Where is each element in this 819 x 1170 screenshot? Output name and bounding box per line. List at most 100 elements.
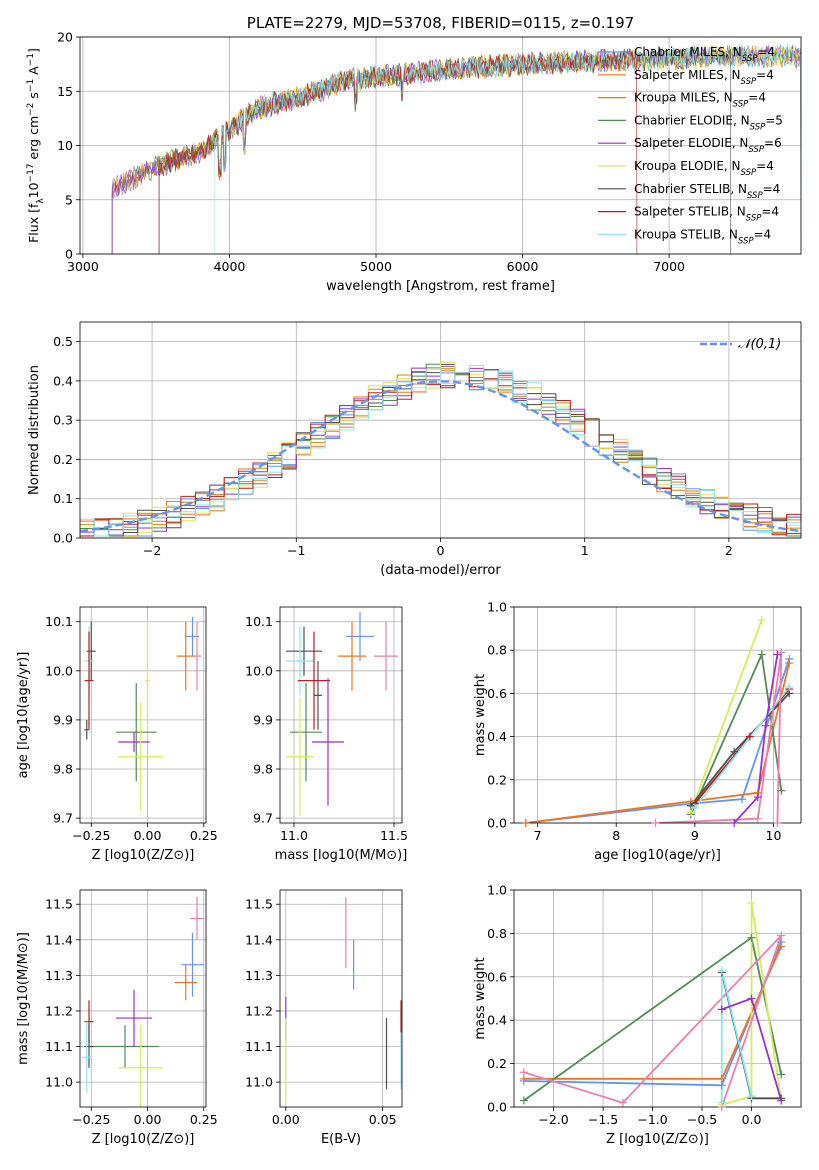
y-tick-label: 9.7 — [53, 811, 73, 826]
x-tick-label: 0.25 — [190, 1112, 218, 1127]
series-marker — [738, 795, 747, 804]
legend-name: Chabrier MILES, N — [634, 45, 742, 59]
series-marker — [519, 1096, 528, 1105]
grid-age-vs-Z — [80, 607, 206, 823]
x-tick-label: 11.5 — [380, 828, 408, 843]
chart-title: PLATE=2279, MJD=53708, FIBERID=0115, z=0… — [247, 14, 634, 32]
x-tick-label: 10 — [766, 828, 782, 843]
legend-sub: SSP — [741, 168, 757, 178]
y-label-part: ] — [26, 48, 41, 53]
series-marker — [747, 1092, 756, 1101]
series-marker — [730, 819, 739, 827]
series-marker — [618, 1098, 627, 1107]
x-axis-label: Z [log10(Z/Z⊙)] — [92, 1132, 195, 1147]
legend-label: Salpeter ELODIE, NSSP=6 — [634, 136, 782, 155]
series-line — [690, 651, 783, 815]
y-axis-label: age [log10(age/yr)] — [16, 652, 31, 779]
series-line — [523, 934, 783, 1107]
y-tick-label: 0.0 — [487, 816, 507, 831]
y-tick-label: 0.3 — [53, 413, 73, 428]
legend-n: =5 — [765, 113, 783, 127]
y-tick-label: 9.8 — [253, 762, 273, 777]
x-tick-label: 3000 — [67, 259, 99, 274]
x-tick-label: 0.00 — [134, 1112, 162, 1127]
grid-mass-vs-EBV — [280, 890, 402, 1107]
plot-area-residuals — [80, 361, 801, 537]
legend-label: Chabrier ELODIE, NSSP=5 — [634, 113, 783, 132]
y-label-part: Flux [f — [26, 203, 41, 243]
series-marker — [717, 1074, 726, 1083]
series-line — [525, 662, 791, 823]
y-axis-label: mass weight — [473, 957, 488, 1039]
plot-area-mass-vs-EBV — [285, 897, 402, 1104]
legend-name: Chabrier STELIB, N — [634, 182, 747, 196]
y-tick-label: 10 — [57, 138, 73, 153]
x-tick-label: 0.00 — [134, 828, 162, 843]
legend-name: Kroupa STELIB, N — [634, 227, 738, 241]
y-label-part: A — [26, 66, 41, 79]
series-marker — [777, 1096, 786, 1105]
y-tick-label: 5 — [65, 192, 73, 207]
series-line — [733, 654, 779, 823]
x-tick-label: 4000 — [214, 259, 246, 274]
panel-residuals: −2 −1 0 1 2 0.0 0.1 0.2 0.3 0.4 0.5 (data-model)/er… — [27, 321, 802, 578]
y-tick-label: 11.1 — [45, 1039, 73, 1054]
y-tick-label: 11.3 — [245, 968, 273, 983]
legend-label: Salpeter MILES, NSSP=4 — [634, 68, 774, 87]
panel-massweight-vs-Z: −2.0 −1.5 −1.0 −0.5 0.0 0.0 0.2 0.4 0.6 0.8 1.0 Z [… — [473, 883, 802, 1147]
series-marker — [753, 793, 762, 802]
y-tick-label: 0.0 — [53, 531, 73, 546]
panel-age-vs-mass: 11.0 11.5 9.7 9.8 9.9 10.0 10.1 mass [log10(M/M… — [245, 606, 408, 863]
y-tick-label: 0.5 — [53, 334, 73, 349]
x-tick-label: 0 — [437, 543, 445, 558]
x-tick-label: 2 — [725, 543, 733, 558]
legend-label: 𝒩(0,1) — [738, 337, 781, 352]
y-tick-label: 11.2 — [45, 1003, 73, 1018]
y-label-part: −1 — [26, 53, 36, 66]
x-tick-label: −2.0 — [538, 1112, 568, 1127]
legend-sub: SSP — [747, 191, 763, 201]
series-marker — [730, 747, 739, 756]
panel-mass-vs-Z: −0.25 0.00 0.25 11.0 11.1 11.2 11.3 11.4 11.5 Z [… — [16, 889, 218, 1147]
legend-name: Salpeter ELODIE, N — [634, 136, 748, 150]
y-label-part: s — [26, 92, 41, 103]
histogram-line — [80, 365, 801, 537]
x-tick-label: 5000 — [360, 259, 392, 274]
x-axis-label: Z [log10(Z/Z⊙)] — [606, 1132, 709, 1147]
y-label-part: λ — [36, 198, 46, 204]
legend-n: =6 — [764, 136, 782, 150]
x-tick-label: −1.5 — [588, 1112, 618, 1127]
y-tick-label: 11.0 — [45, 1075, 73, 1090]
series-marker — [717, 1005, 726, 1014]
series-marker — [785, 682, 794, 691]
x-tick-label: 0.25 — [190, 828, 218, 843]
normal-curve — [80, 380, 801, 533]
series-marker — [753, 814, 762, 823]
y-tick-label: 9.9 — [253, 712, 273, 727]
series-marker — [717, 966, 726, 975]
x-axis-label: (data-model)/error — [380, 563, 501, 578]
series-line — [690, 619, 763, 813]
legend-label: Salpeter STELIB, NSSP=4 — [634, 205, 779, 224]
y-tick-label: 0.4 — [53, 373, 73, 388]
series-marker — [717, 1098, 726, 1107]
y-label-part: −2 — [26, 103, 36, 116]
y-tick-label: 1.0 — [487, 600, 507, 615]
legend-sub: SSP — [748, 145, 764, 155]
y-tick-label: 0.4 — [487, 729, 507, 744]
axes-frame — [279, 889, 403, 1108]
x-tick-label: 6000 — [507, 259, 539, 274]
legend-name: Chabrier ELODIE, N — [634, 113, 750, 127]
x-tick-label: −2 — [143, 543, 161, 558]
series-marker — [777, 942, 786, 951]
legend-label: Kroupa STELIB, NSSP=4 — [634, 227, 771, 246]
x-tick-label: 1 — [581, 543, 589, 558]
x-tick-label: 9 — [691, 828, 699, 843]
series-marker — [761, 721, 770, 730]
legend-sub: SSP — [746, 214, 762, 224]
plot-area-spectrum — [111, 42, 801, 254]
y-label-part: 10 — [26, 182, 41, 198]
legend-name: Salpeter MILES, N — [634, 68, 741, 82]
legend-name: Kroupa MILES, N — [634, 91, 733, 105]
